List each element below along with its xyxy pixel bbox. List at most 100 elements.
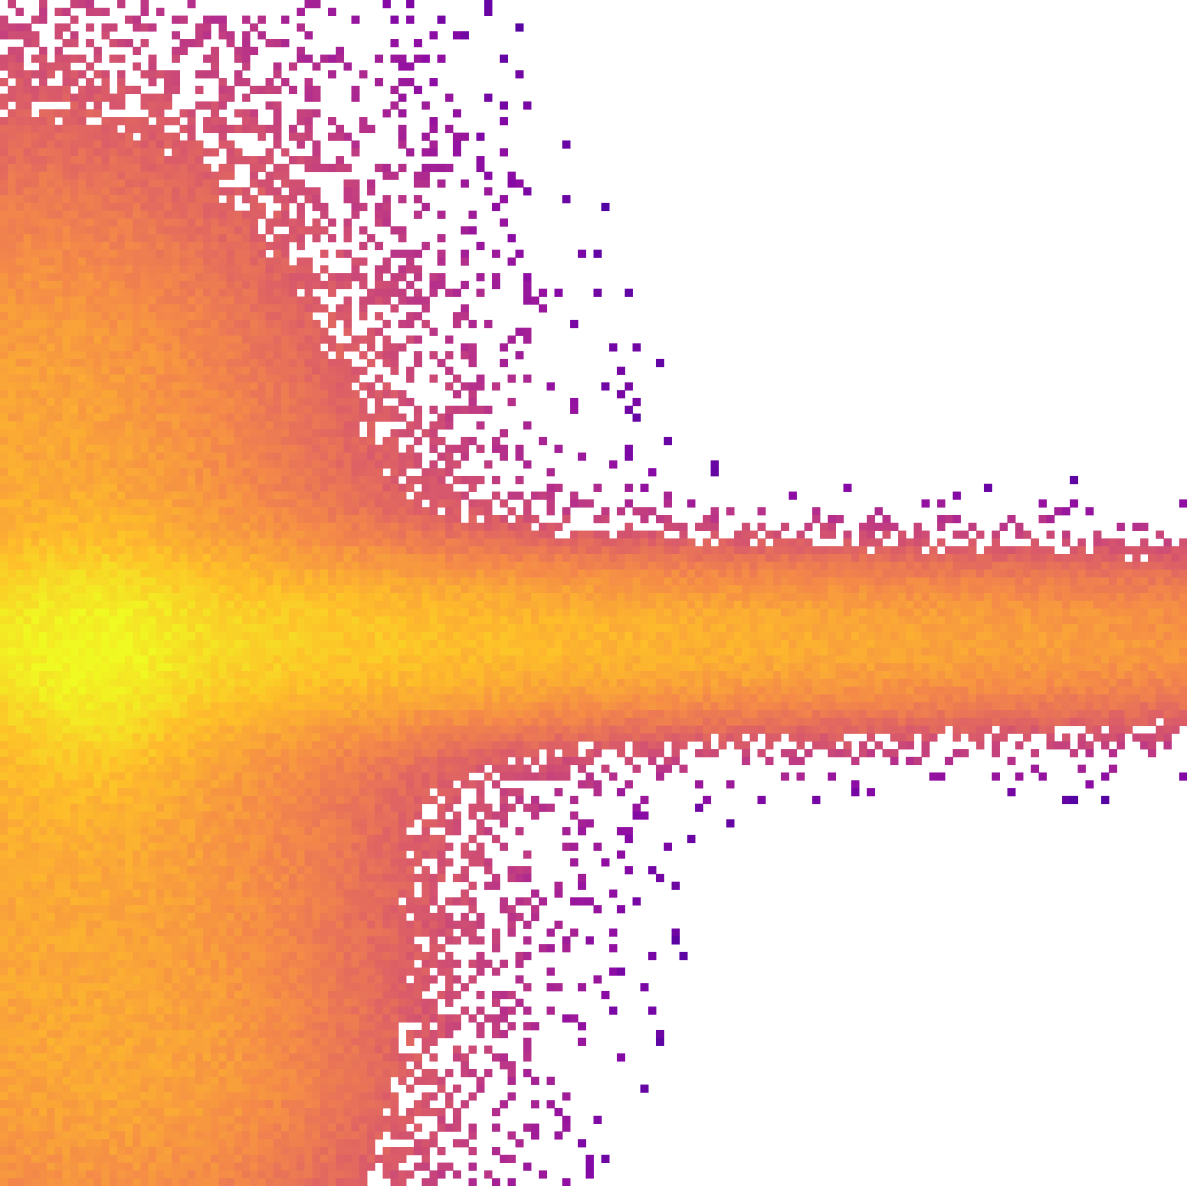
heatmap-cell (351, 202, 360, 212)
heatmap-cell (749, 553, 758, 563)
heatmap-cell (437, 577, 446, 586)
heatmap-cell (507, 179, 516, 188)
heatmap-cell (741, 624, 751, 633)
heatmap-cell (132, 514, 141, 524)
heatmap-cell (671, 585, 680, 594)
heatmap-cell (671, 553, 680, 563)
heatmap-cell (351, 475, 360, 485)
heatmap-cell (1023, 546, 1032, 555)
heatmap-cell (257, 241, 266, 251)
heatmap-cell (187, 429, 196, 438)
heatmap-cell (734, 616, 743, 625)
heatmap-cell (85, 312, 95, 321)
heatmap-cell (132, 85, 141, 95)
heatmap-cell (351, 577, 360, 586)
heatmap-cell (499, 429, 508, 438)
heatmap-cell (93, 530, 102, 539)
heatmap-cell (218, 226, 227, 235)
heatmap-cell (117, 343, 126, 352)
heatmap-cell (1023, 530, 1032, 539)
heatmap-cell (1093, 569, 1102, 578)
heatmap-cell (281, 280, 290, 290)
heatmap-cell (226, 530, 235, 539)
heatmap-cell (249, 444, 259, 453)
heatmap-cell (132, 366, 141, 375)
heatmap-cell (179, 561, 188, 570)
heatmap-cell (421, 608, 430, 617)
heatmap-cell (281, 593, 290, 602)
heatmap-cell (93, 273, 102, 282)
heatmap-cell (15, 335, 24, 344)
heatmap-cell (671, 561, 680, 570)
heatmap-cell (242, 62, 251, 71)
heatmap-cell (312, 491, 321, 500)
heatmap-cell (140, 132, 149, 141)
heatmap-cell (421, 429, 430, 438)
heatmap-cell (1093, 538, 1102, 547)
heatmap-cell (124, 382, 134, 391)
heatmap-cell (741, 522, 751, 531)
heatmap-cell (23, 507, 32, 516)
heatmap-cell (1085, 561, 1094, 570)
heatmap-cell (367, 187, 376, 196)
heatmap-cell (343, 413, 352, 422)
heatmap-cell (304, 405, 313, 414)
heatmap-cell (163, 85, 173, 95)
heatmap-cell (117, 249, 126, 258)
heatmap-cell (117, 600, 126, 609)
heatmap-cell (1140, 522, 1149, 531)
heatmap-cell (109, 390, 118, 399)
heatmap-cell (124, 335, 134, 344)
heatmap-cell (804, 616, 813, 625)
heatmap-cell (1038, 553, 1047, 563)
heatmap-cell (109, 179, 118, 188)
heatmap-cell (203, 413, 212, 422)
heatmap-cell (242, 93, 251, 102)
heatmap-cell (93, 538, 102, 547)
heatmap-cell (109, 156, 118, 165)
heatmap-cell (702, 514, 712, 524)
heatmap-cell (93, 288, 102, 297)
heatmap-cell (804, 585, 813, 594)
heatmap-cell (288, 195, 298, 204)
heatmap-cell (491, 514, 501, 524)
heatmap-cell (445, 553, 454, 563)
heatmap-cell (187, 171, 196, 180)
heatmap-cell (312, 85, 321, 95)
heatmap-cell (39, 475, 48, 485)
heatmap-cell (140, 187, 149, 196)
heatmap-cell (242, 569, 251, 578)
heatmap-cell (7, 31, 17, 40)
heatmap-cell (7, 218, 17, 227)
heatmap-cell (890, 569, 899, 578)
heatmap-cell (117, 421, 126, 430)
heatmap-cell (148, 429, 157, 438)
heatmap-cell (570, 538, 579, 547)
heatmap-cell (218, 85, 227, 95)
heatmap-cell (734, 530, 743, 539)
heatmap-cell (109, 421, 118, 430)
heatmap-cell (39, 624, 48, 633)
heatmap-cell (390, 593, 399, 602)
heatmap-cell (367, 413, 376, 422)
heatmap-cell (78, 382, 87, 391)
heatmap-cell (203, 600, 212, 609)
heatmap-cell (234, 468, 243, 477)
heatmap-cell (734, 608, 743, 617)
heatmap-cell (484, 319, 493, 329)
heatmap-cell (46, 187, 56, 196)
heatmap-cell (54, 54, 63, 63)
heatmap-cell (93, 577, 102, 586)
heatmap-cell (132, 210, 141, 219)
heatmap-cell (109, 491, 118, 500)
heatmap-cell (359, 382, 368, 391)
heatmap-cell (398, 538, 407, 547)
heatmap-cell (70, 265, 79, 274)
heatmap-cell (101, 468, 110, 477)
heatmap-cell (866, 608, 876, 617)
heatmap-cell (944, 624, 954, 633)
heatmap-cell (304, 288, 313, 297)
heatmap-cell (812, 561, 821, 570)
heatmap-cell (234, 553, 243, 563)
heatmap-cell (101, 319, 110, 329)
